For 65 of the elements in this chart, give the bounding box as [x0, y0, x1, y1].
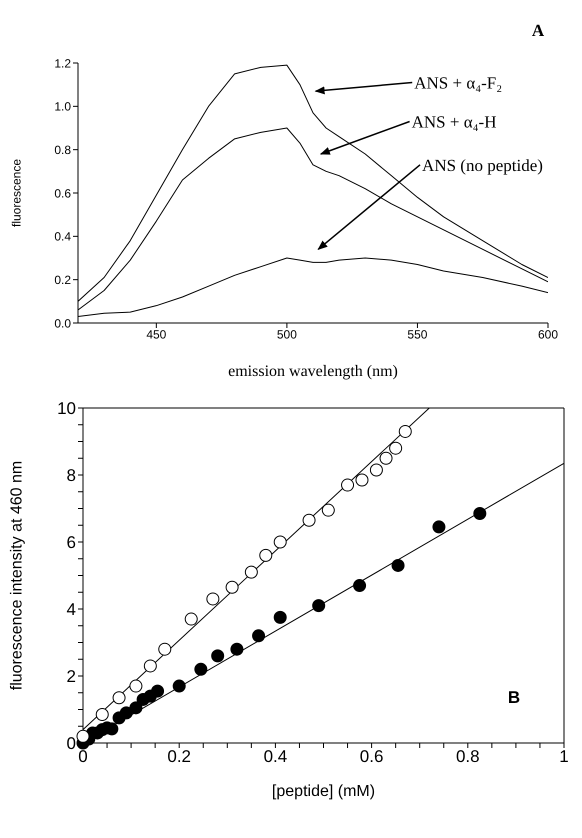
y-tick-label: 0.2: [54, 272, 72, 287]
annotation: B: [508, 688, 520, 707]
x-axis-title: [peptide] (mM): [272, 783, 376, 800]
text: A: [532, 21, 545, 40]
point: [473, 507, 486, 520]
x-axis-title: emission wavelength (nm): [228, 363, 398, 380]
y-tick-label: 0.4: [54, 230, 72, 244]
point: [398, 424, 412, 438]
y-axis-title: fluorescence intensity at 460 nm: [8, 460, 26, 690]
point: [322, 504, 335, 517]
y-tick-label: 0.6: [54, 186, 72, 200]
point: [432, 520, 446, 534]
point: [144, 659, 157, 672]
point: [226, 580, 239, 594]
y-tick-label: 2: [66, 667, 76, 686]
point: [392, 558, 405, 572]
point: [389, 442, 402, 455]
x-tick-label: 450: [146, 328, 167, 342]
point: [184, 612, 198, 626]
x-tick-label: 0.2: [167, 747, 192, 766]
point: [129, 680, 142, 693]
y-tick-label: 6: [66, 533, 76, 552]
y-tick-label: 0.0: [54, 316, 72, 330]
point: [244, 566, 258, 579]
point: [380, 452, 393, 465]
point: [172, 680, 186, 693]
y-tick-label: 1.2: [54, 56, 72, 70]
x-tick-label: 500: [276, 328, 298, 342]
point: [158, 642, 172, 656]
point: [129, 701, 142, 714]
x-tick-label: 600: [538, 328, 558, 342]
y-axis-title: fluorescence: [9, 158, 24, 228]
point: [353, 579, 366, 592]
point: [194, 662, 208, 676]
y-tick-label: 0: [66, 734, 76, 754]
x-tick-label: 0.8: [456, 747, 480, 766]
y-tick-label: 8: [66, 466, 76, 486]
point: [302, 514, 316, 527]
point: [120, 706, 133, 720]
x-tick-label: 550: [407, 328, 428, 342]
point: [274, 610, 287, 624]
annotation: ANS + α₄-F₂: [414, 74, 502, 92]
point: [211, 649, 224, 662]
x-tick-label: 0.6: [360, 747, 384, 766]
point: [370, 463, 383, 476]
y-tick-label: 4: [66, 600, 76, 620]
y-tick-label: 1.0: [54, 100, 72, 114]
point: [206, 592, 220, 606]
annotation: ANS (no peptide): [422, 156, 543, 175]
point: [341, 478, 354, 492]
point: [259, 548, 272, 562]
x-tick-label: 1: [559, 747, 569, 766]
point: [76, 730, 90, 743]
point: [312, 599, 326, 612]
x-tick-label: 0.4: [264, 747, 288, 766]
point: [230, 642, 244, 656]
annotation: ANS + α₄-H: [412, 112, 496, 132]
point: [151, 684, 164, 698]
point: [274, 536, 287, 548]
y-tick-label: 10: [57, 399, 76, 418]
point: [112, 691, 126, 704]
y-tick-label: 0.8: [54, 142, 72, 157]
point: [96, 708, 109, 722]
point: [252, 629, 266, 642]
point: [355, 474, 368, 487]
